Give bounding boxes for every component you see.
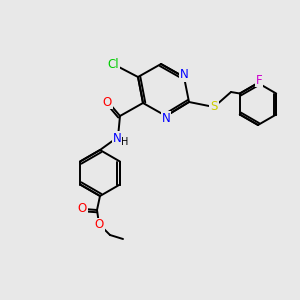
Text: O: O bbox=[77, 202, 87, 214]
Text: F: F bbox=[256, 74, 262, 86]
Text: Cl: Cl bbox=[107, 58, 119, 71]
Text: N: N bbox=[162, 112, 170, 124]
Text: N: N bbox=[112, 131, 122, 145]
Text: O: O bbox=[102, 95, 112, 109]
Text: S: S bbox=[210, 100, 218, 113]
Text: N: N bbox=[180, 68, 188, 82]
Text: H: H bbox=[121, 137, 129, 147]
Text: O: O bbox=[94, 218, 103, 232]
